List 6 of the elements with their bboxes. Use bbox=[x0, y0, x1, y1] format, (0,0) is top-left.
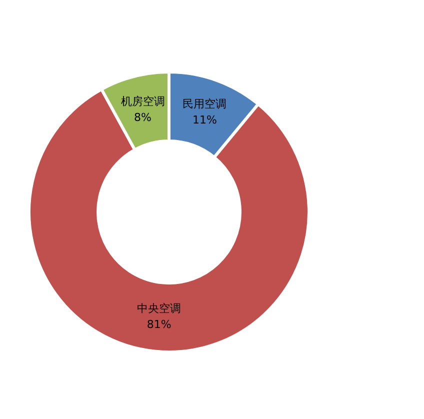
slice-label: 民用空调 bbox=[182, 98, 227, 111]
slice-label: 中央空调 bbox=[137, 302, 182, 316]
data-label: 8% bbox=[134, 110, 152, 124]
slice-label: 机房空调 bbox=[120, 94, 165, 108]
data-label: 81% bbox=[146, 318, 172, 332]
data-label: 11% bbox=[192, 114, 217, 127]
